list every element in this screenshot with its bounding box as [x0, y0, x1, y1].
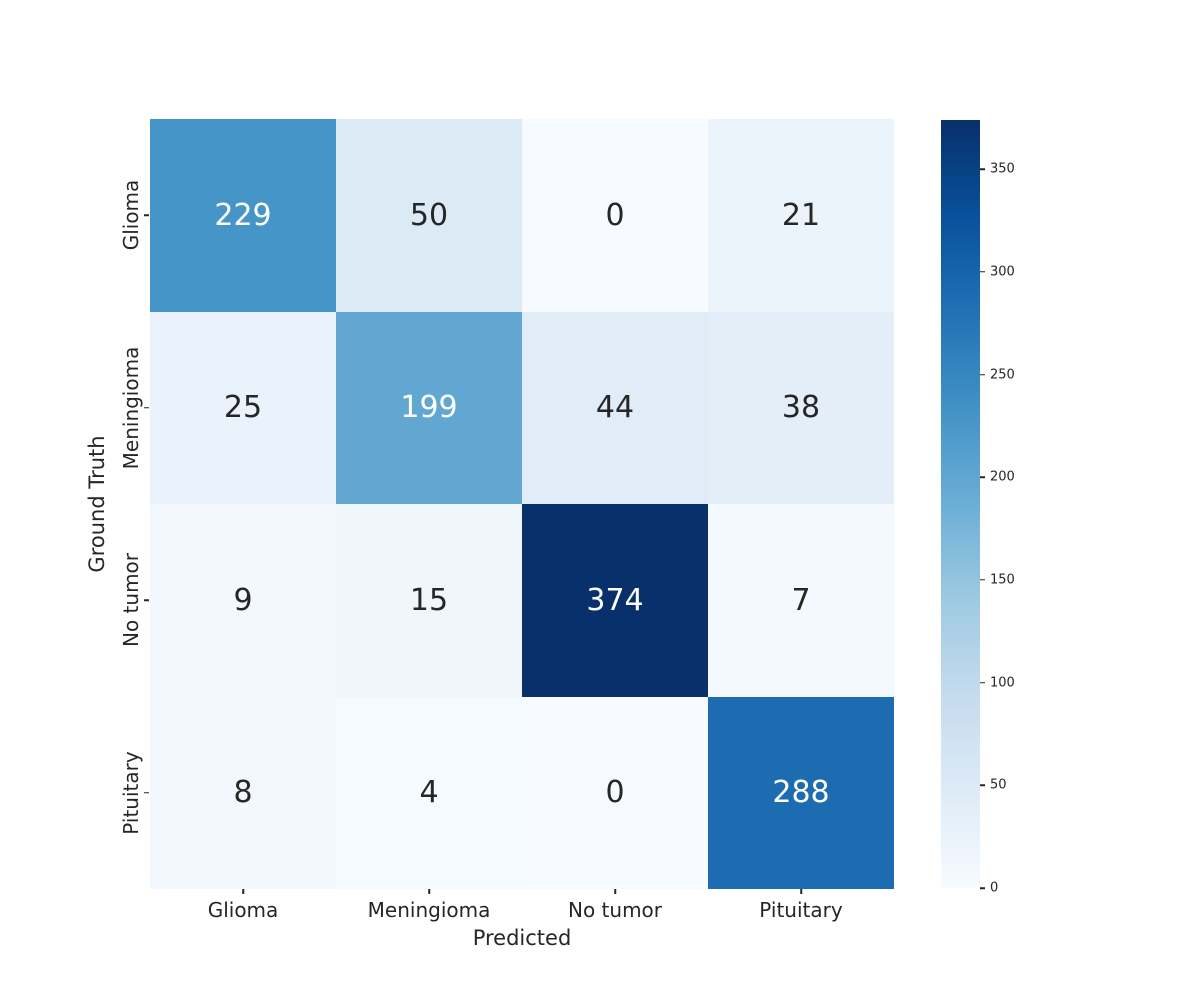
- heatmap-cell-glioma-pituitary: 21: [708, 119, 894, 312]
- colorbar-tick-label-150: 150: [990, 572, 1015, 588]
- colorbar-tick-label-300: 300: [990, 264, 1015, 280]
- x-axis-label: Predicted: [472, 926, 572, 950]
- colorbar-tick-label-350: 350: [990, 161, 1015, 177]
- heatmap-cell-glioma-no-tumor: 0: [522, 119, 708, 312]
- colorbar-tick-mark: [980, 887, 985, 889]
- y-tick-mark: [144, 214, 149, 216]
- x-tick-mark: [428, 889, 430, 894]
- colorbar-tick-mark: [980, 681, 985, 684]
- x-tick-label-no-tumor: No tumor: [567, 898, 663, 922]
- y-tick-label-no-tumor: No tumor: [119, 553, 143, 648]
- x-tick-mark: [614, 889, 616, 894]
- colorbar-tick-label-0: 0: [990, 880, 999, 896]
- heatmap-cell-no-tumor-no-tumor: 374: [522, 504, 708, 697]
- x-tick-mark: [242, 889, 244, 894]
- colorbar-tick-mark: [980, 271, 985, 273]
- y-tick-label-glioma: Glioma: [119, 179, 143, 251]
- colorbar-tick-mark: [980, 168, 985, 171]
- heatmap-cell-no-tumor-pituitary: 7: [708, 504, 894, 697]
- heatmap-cell-glioma-meningioma: 50: [336, 119, 522, 312]
- y-tick-label-pituitary: Pituitary: [119, 751, 143, 835]
- colorbar-tick-label-50: 50: [990, 777, 1007, 793]
- x-tick-label-pituitary: Pituitary: [759, 898, 843, 922]
- y-tick-mark: [144, 407, 149, 409]
- heatmap-cell-pituitary-glioma: 8: [150, 696, 336, 889]
- colorbar-tick-mark: [980, 784, 985, 787]
- colorbar-tick-label-250: 250: [990, 367, 1015, 383]
- x-tick-mark: [800, 889, 802, 894]
- heatmap-cell-pituitary-pituitary: 288: [708, 696, 894, 889]
- heatmap-grid: 229 50 0 21 25 199 44 38 9 15 374 7 8 4 0 288: [150, 119, 894, 889]
- colorbar-tick-mark: [980, 373, 985, 376]
- y-tick-mark: [144, 792, 149, 794]
- y-axis-label: Ground Truth: [85, 435, 109, 573]
- y-tick-mark: [144, 599, 149, 601]
- colorbar-tick-mark: [980, 476, 985, 479]
- colorbar-tick-label-200: 200: [990, 469, 1015, 485]
- heatmap-cell-no-tumor-meningioma: 15: [336, 504, 522, 697]
- colorbar-tick-mark: [980, 579, 985, 581]
- heatmap-cell-pituitary-meningioma: 4: [336, 696, 522, 889]
- colorbar-tick-label-100: 100: [990, 675, 1015, 691]
- x-tick-label-glioma: Glioma: [207, 898, 279, 922]
- heatmap-cell-glioma-glioma: 229: [150, 119, 336, 312]
- heatmap-cell-meningioma-glioma: 25: [150, 311, 336, 504]
- colorbar: [941, 120, 980, 888]
- x-tick-label-meningioma: Meningioma: [367, 898, 491, 922]
- heatmap-cell-pituitary-no-tumor: 0: [522, 696, 708, 889]
- y-tick-label-meningioma: Meningioma: [119, 346, 143, 470]
- heatmap-cell-meningioma-no-tumor: 44: [522, 311, 708, 504]
- heatmap-cell-meningioma-meningioma: 199: [336, 311, 522, 504]
- heatmap-cell-no-tumor-glioma: 9: [150, 504, 336, 697]
- heatmap-cell-meningioma-pituitary: 38: [708, 311, 894, 504]
